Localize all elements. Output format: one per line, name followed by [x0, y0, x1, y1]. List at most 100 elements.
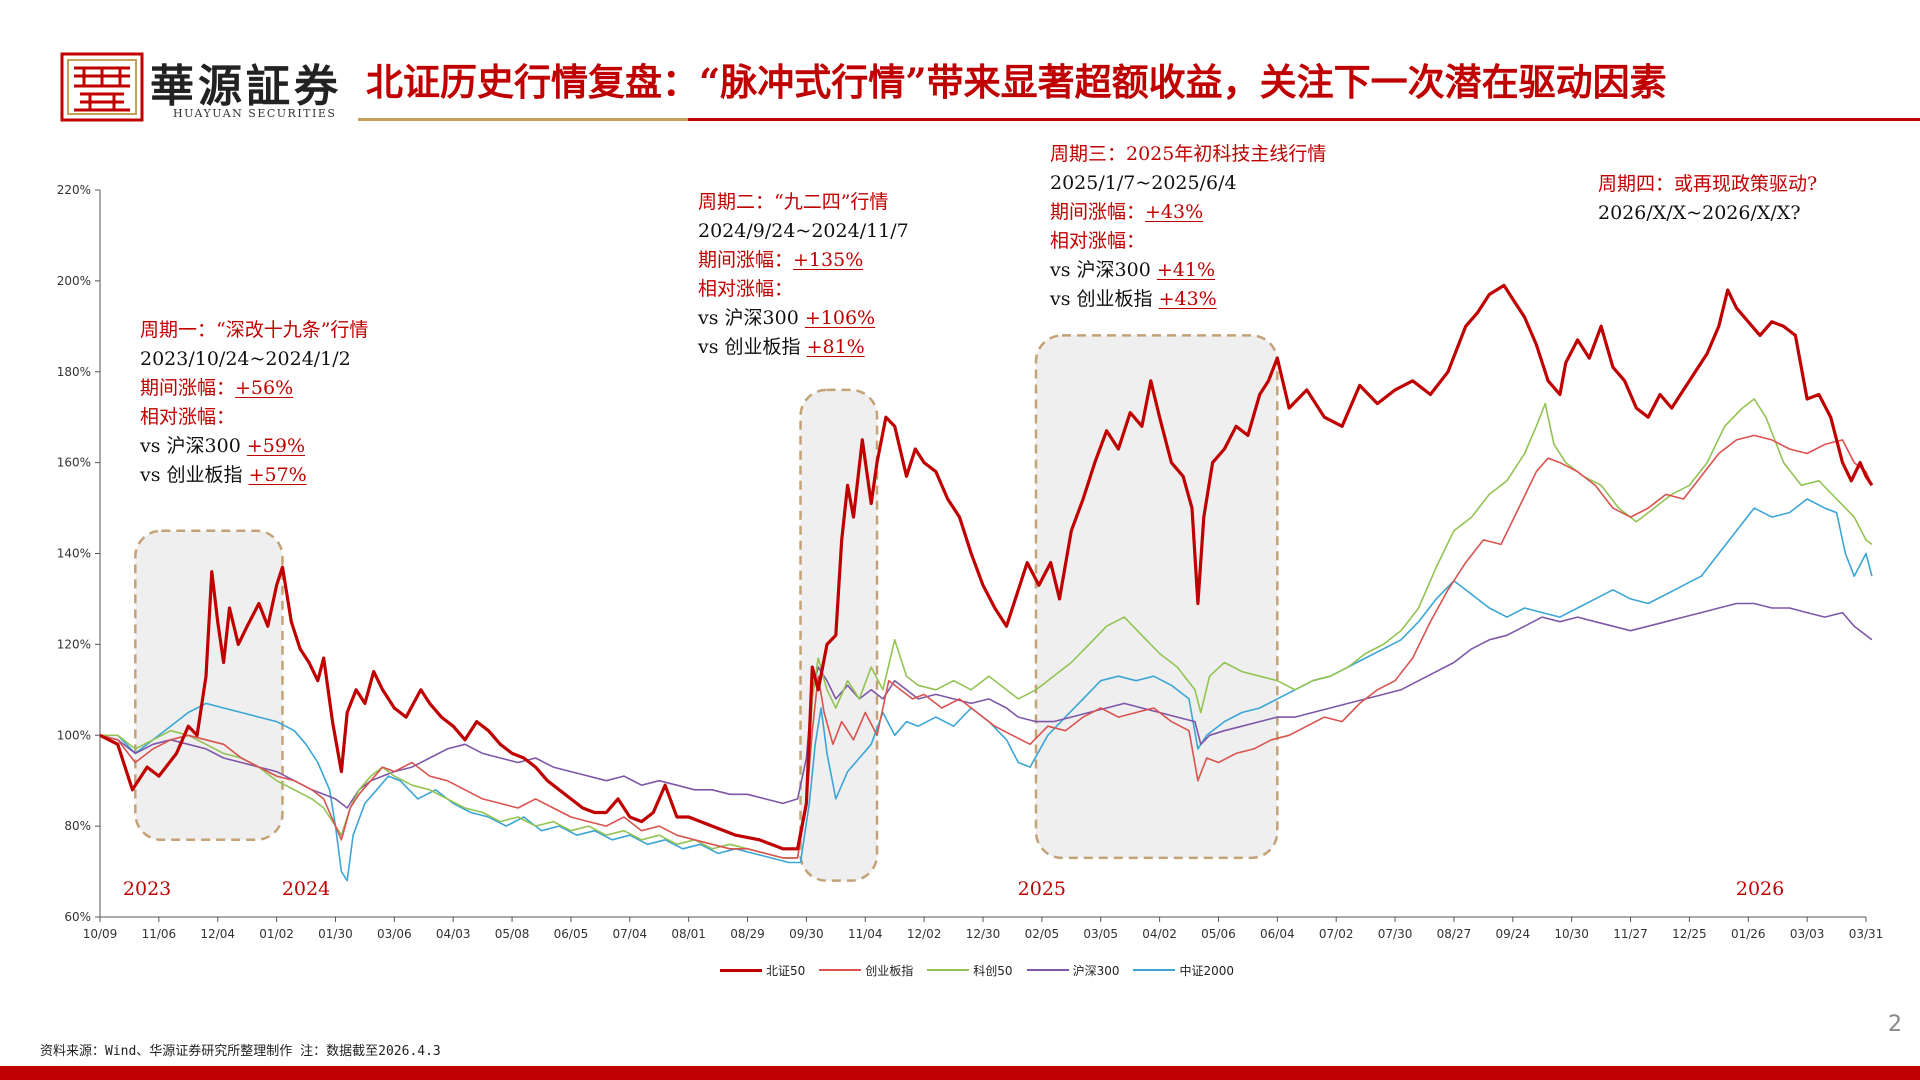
cycle1-gain-label: 期间涨幅：	[140, 377, 236, 399]
chart-legend: 北证50 创业板指 科创50 沪深300 中证2000	[720, 960, 1234, 980]
x-tick-label: 05/08	[495, 927, 530, 941]
x-tick-label: 06/05	[554, 927, 589, 941]
chart-series	[99, 283, 1874, 882]
x-tick-label: 08/27	[1437, 927, 1472, 941]
page-number: 2	[1888, 1012, 1902, 1037]
cycle3-vs2-value: +43%	[1158, 288, 1217, 310]
legend-item: 北证50	[720, 962, 805, 979]
cycle1-vs2-label: vs 创业板指	[140, 464, 249, 486]
cycle3-relative-label: 相对涨幅：	[1050, 230, 1146, 252]
cycle3-gain-value: +43%	[1145, 201, 1204, 223]
x-tick-label: 04/03	[436, 927, 471, 941]
legend-label: 北证50	[766, 963, 806, 978]
year-label: 2024	[282, 878, 330, 900]
x-tick-label: 09/30	[789, 927, 824, 941]
legend-swatch	[819, 969, 862, 971]
annotation-cycle3: 周期三：2025年初科技主线行情 2025/1/7~2025/6/4 期间涨幅：…	[1050, 140, 1326, 314]
legend-swatch	[927, 969, 970, 971]
cycle4-title: 周期四：或再现政策驱动?	[1598, 173, 1818, 195]
legend-item: 中证2000	[1133, 962, 1234, 979]
series-line-创业板指	[99, 434, 1873, 859]
cycle1-vs1-value: +59%	[246, 435, 305, 457]
y-tick-label: 120%	[57, 637, 91, 651]
x-tick-label: 09/24	[1496, 927, 1531, 941]
annotation-cycle2: 周期二：“九二四”行情 2024/9/24~2024/11/7 期间涨幅：+13…	[698, 188, 909, 362]
x-tick-label: 12/30	[966, 927, 1001, 941]
x-tick-label: 10/30	[1554, 927, 1589, 941]
y-tick-label: 140%	[57, 547, 91, 561]
x-tick-label: 06/04	[1260, 927, 1295, 941]
legend-swatch	[720, 968, 762, 972]
x-tick-label: 12/04	[200, 927, 235, 941]
bottom-bar	[0, 1066, 1920, 1080]
x-tick-label: 11/27	[1613, 927, 1648, 941]
legend-label: 创业板指	[865, 963, 914, 978]
cycle2-vs2-value: +81%	[806, 336, 865, 358]
x-tick-label: 02/05	[1025, 927, 1060, 941]
x-tick-label: 12/02	[907, 927, 942, 941]
y-tick-label: 60%	[64, 910, 91, 924]
cycle2-vs1-value: +106%	[804, 307, 876, 329]
series-line-沪深300	[99, 602, 1873, 809]
source-note: 资料来源：Wind、华源证券研究所整理制作 注：数据截至2026.4.3	[40, 1044, 441, 1059]
index-performance-chart: 60% 80% 100% 120% 140% 160% 180% 200% 220% 10/09 1…	[57, 183, 1884, 941]
legend-label: 科创50	[973, 963, 1013, 978]
year-label: 2025	[1018, 878, 1066, 900]
x-tick-label: 08/29	[730, 927, 765, 941]
x-tick-label: 07/04	[613, 927, 648, 941]
legend-item: 创业板指	[819, 962, 913, 979]
cycle1-gain-value: +56%	[235, 377, 294, 399]
cycle3-vs1-value: +41%	[1156, 259, 1215, 281]
x-tick-label: 10/09	[83, 927, 118, 941]
chart-axes: 60% 80% 100% 120% 140% 160% 180% 200% 220% 10/09 1…	[57, 183, 1884, 941]
cycle3-gain-label: 期间涨幅：	[1050, 201, 1146, 223]
cycle3-vs1-label: vs 沪深300	[1050, 259, 1157, 281]
year-label: 2026	[1736, 878, 1784, 900]
x-tick-label: 11/04	[848, 927, 883, 941]
x-tick-label: 03/03	[1790, 927, 1825, 941]
x-tick-label: 01/30	[318, 927, 353, 941]
cycle2-dates: 2024/9/24~2024/11/7	[698, 220, 909, 242]
x-tick-label: 12/25	[1672, 927, 1707, 941]
cycle3-dates: 2025/1/7~2025/6/4	[1050, 172, 1237, 194]
brand-english: HUAYUAN SECURITIES	[173, 107, 337, 120]
cycle1-vs2-value: +57%	[248, 464, 307, 486]
x-tick-label: 07/02	[1319, 927, 1354, 941]
highlight-box-3	[1034, 334, 1279, 860]
cycle3-vs2-label: vs 创业板指	[1050, 288, 1159, 310]
x-tick-label: 08/01	[671, 927, 706, 941]
cycle1-vs1-label: vs 沪深300	[140, 435, 247, 457]
cycle2-vs2-label: vs 创业板指	[698, 336, 807, 358]
cycle1-dates: 2023/10/24~2024/1/2	[140, 348, 351, 370]
legend-label: 沪深300	[1072, 963, 1120, 978]
y-tick-label: 180%	[57, 365, 91, 379]
x-tick-label: 11/06	[142, 927, 177, 941]
x-tick-label: 03/31	[1849, 927, 1884, 941]
header-rule-red	[688, 118, 1920, 121]
x-tick-label: 07/30	[1378, 927, 1413, 941]
x-tick-label: 04/02	[1142, 927, 1177, 941]
x-tick-label: 01/26	[1731, 927, 1766, 941]
cycle1-title: 周期一：“深改十九条”行情	[140, 319, 369, 341]
legend-swatch	[1026, 969, 1069, 971]
cycle2-vs1-label: vs 沪深300	[698, 307, 805, 329]
brand-name: 華源証券	[150, 61, 342, 112]
cycle3-title: 周期三：2025年初科技主线行情	[1050, 143, 1327, 165]
highlight-box-2	[799, 388, 879, 882]
header-rule-gold	[358, 118, 688, 121]
legend-label: 中证2000	[1179, 963, 1235, 978]
cycle2-title: 周期二：“九二四”行情	[698, 191, 889, 213]
series-line-中证2000	[100, 498, 1873, 882]
cycle2-gain-value: +135%	[793, 249, 864, 271]
x-tick-label: 03/05	[1083, 927, 1118, 941]
y-tick-label: 100%	[57, 728, 91, 742]
y-tick-label: 200%	[57, 274, 91, 288]
x-tick-label: 03/06	[377, 927, 412, 941]
highlight-box-1	[134, 529, 284, 842]
x-tick-label: 05/06	[1201, 927, 1236, 941]
company-logo	[60, 52, 144, 122]
series-line-北证50	[99, 283, 1874, 851]
annotation-cycle1: 周期一：“深改十九条”行情 2023/10/24~2024/1/2 期间涨幅：+…	[140, 316, 368, 490]
cycle2-gain-label: 期间涨幅：	[698, 249, 794, 271]
year-label: 2023	[123, 878, 171, 900]
